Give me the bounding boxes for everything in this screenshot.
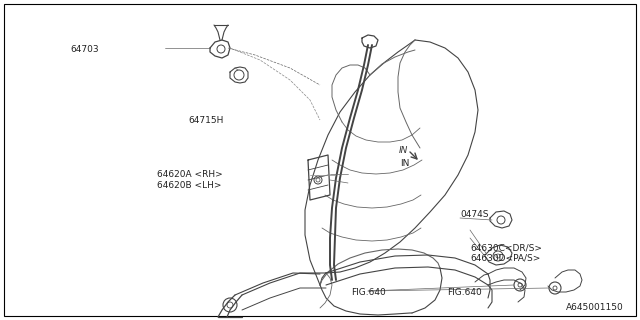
Text: 64703: 64703 — [70, 45, 99, 54]
Text: 64630C<DR/S>: 64630C<DR/S> — [470, 244, 543, 252]
Text: 64620B <LH>: 64620B <LH> — [157, 181, 221, 190]
Text: IN: IN — [399, 146, 408, 155]
Text: 64715H: 64715H — [189, 116, 224, 124]
Text: 64630D<PA/S>: 64630D<PA/S> — [470, 253, 541, 262]
Text: FIG.640: FIG.640 — [447, 288, 481, 297]
Text: FIG.640: FIG.640 — [351, 288, 385, 297]
Text: IN: IN — [400, 159, 410, 168]
Text: 0474S: 0474S — [461, 210, 490, 219]
Text: 64620A <RH>: 64620A <RH> — [157, 170, 223, 179]
Text: A645001150: A645001150 — [566, 303, 624, 312]
